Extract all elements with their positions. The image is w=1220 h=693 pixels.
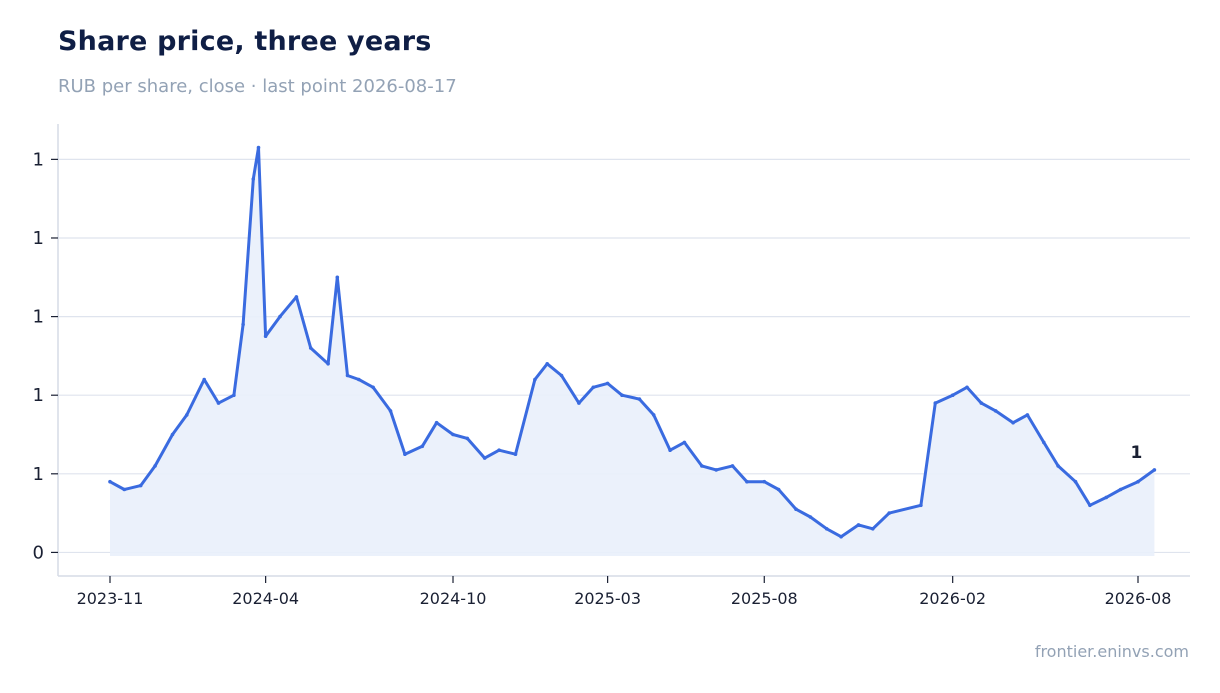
data-point	[745, 479, 749, 484]
data-point	[241, 322, 245, 327]
data-point	[326, 362, 330, 366]
data-point	[170, 432, 175, 437]
y-tick-label: 1	[33, 385, 44, 406]
data-point	[668, 448, 672, 453]
data-point	[153, 464, 157, 468]
y-tick-label: 1	[33, 464, 44, 485]
x-tick-label: 2023-11	[77, 589, 144, 608]
data-point	[420, 444, 425, 449]
data-point	[451, 432, 455, 437]
y-axis-ticks: 0 1 1 1 1 1	[33, 149, 58, 563]
data-point	[824, 527, 829, 531]
data-point	[730, 464, 735, 468]
data-point	[887, 511, 891, 515]
y-tick-label: 1	[33, 149, 44, 170]
data-point	[700, 464, 704, 468]
data-point	[808, 515, 813, 519]
data-point	[1118, 487, 1123, 492]
chart-title: Share price, three years	[58, 26, 432, 57]
data-point	[497, 448, 501, 453]
x-tick-label: 2024-10	[420, 589, 487, 608]
data-point	[533, 377, 537, 382]
data-point	[1056, 464, 1060, 468]
data-point	[591, 385, 596, 390]
source-credit: frontier.eninvs.com	[1034, 642, 1189, 661]
data-point	[605, 381, 610, 386]
axis-layer	[57, 124, 1190, 577]
data-point	[1088, 503, 1092, 508]
data-point	[1104, 495, 1109, 500]
annotation-layer: 1	[1130, 443, 1142, 463]
data-point	[839, 534, 843, 539]
data-point	[545, 362, 549, 366]
data-point	[979, 401, 984, 405]
chart-subtitle: RUB per share, close · last point 2026-0…	[58, 76, 457, 97]
data-point	[108, 479, 112, 484]
data-point	[403, 452, 407, 457]
x-tick-label: 2025-03	[574, 589, 641, 608]
data-point	[856, 523, 861, 527]
x-tick-label: 2026-02	[919, 589, 986, 608]
data-point	[682, 440, 687, 445]
data-point	[185, 413, 189, 417]
data-point	[965, 385, 969, 390]
data-point	[308, 346, 313, 350]
data-point	[513, 452, 518, 457]
y-tick-label: 0	[33, 542, 44, 563]
x-axis-ticks: 2023-11 2024-04 2024-10 2025-03 2025-08 2026-…	[77, 576, 1172, 608]
data-point	[388, 409, 393, 413]
data-point	[1136, 479, 1140, 484]
data-point	[714, 468, 718, 472]
data-point	[294, 295, 299, 299]
data-point	[434, 420, 439, 425]
data-point	[1025, 413, 1030, 417]
data-point	[278, 314, 282, 319]
x-tick-label: 2024-04	[232, 589, 299, 608]
data-point	[357, 377, 361, 382]
y-tick-label: 1	[33, 307, 44, 328]
series-area-fill	[110, 147, 1155, 556]
data-point	[122, 487, 127, 492]
data-point	[371, 385, 375, 390]
data-point	[651, 413, 656, 417]
data-point	[482, 456, 487, 460]
data-point	[794, 507, 798, 512]
data-point	[1011, 420, 1015, 425]
area-layer	[108, 145, 1157, 556]
data-point	[202, 377, 206, 382]
data-point	[919, 503, 923, 508]
data-point	[256, 145, 261, 150]
data-point	[950, 393, 955, 398]
series-line	[108, 146, 1156, 539]
data-point	[1042, 440, 1046, 445]
data-point	[577, 401, 581, 405]
data-point	[263, 334, 268, 339]
data-point	[933, 401, 938, 405]
data-point	[559, 373, 564, 378]
data-point	[1152, 468, 1157, 472]
data-point	[871, 527, 875, 531]
data-point	[138, 483, 143, 488]
data-point	[762, 479, 767, 484]
last-value-label: 1	[1130, 443, 1142, 463]
data-point	[620, 393, 624, 398]
data-point	[465, 436, 470, 441]
data-point	[1073, 479, 1078, 484]
data-point	[637, 397, 642, 401]
x-tick-label: 2026-08	[1105, 589, 1172, 608]
data-point	[251, 177, 256, 181]
data-point	[216, 401, 221, 405]
data-point	[345, 373, 350, 378]
y-tick-label: 1	[33, 228, 44, 249]
data-point	[232, 393, 236, 398]
data-point	[335, 275, 340, 280]
data-point	[776, 487, 781, 492]
data-point	[993, 409, 998, 413]
x-tick-label: 2025-08	[731, 589, 798, 608]
